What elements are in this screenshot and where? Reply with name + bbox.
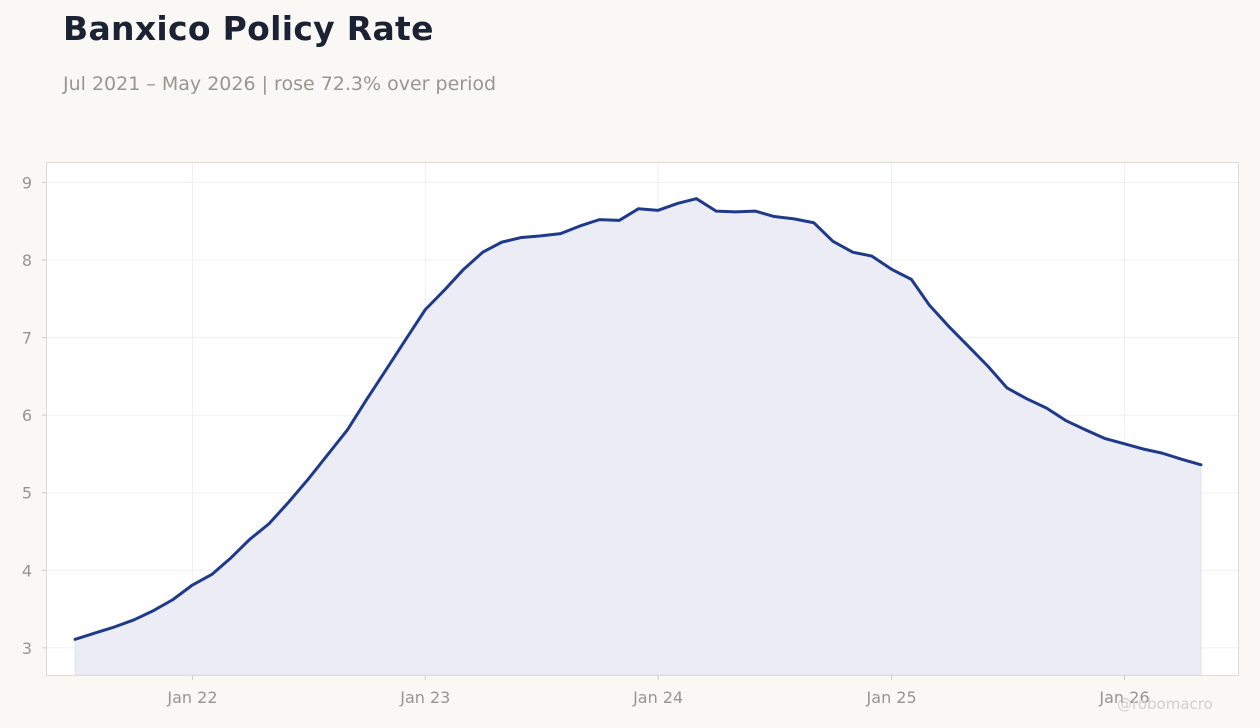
y-axis: 3 4 5 6 7 8 9 [22, 173, 47, 658]
x-tick-label: Jan 26 [1098, 688, 1149, 707]
watermark: @robomacro [1117, 695, 1213, 713]
y-tick-label: 5 [22, 484, 32, 503]
x-tick-label: Jan 23 [399, 688, 450, 707]
x-axis: Jan 22 Jan 23 Jan 24 Jan 25 Jan 26 [166, 675, 1150, 707]
chart-title: Banxico Policy Rate [63, 9, 434, 48]
x-tick-label: Jan 24 [632, 688, 683, 707]
x-tick-label: Jan 25 [866, 688, 917, 707]
y-tick-label: 3 [22, 639, 32, 658]
series-line [73, 197, 1203, 641]
y-tick-label: 8 [22, 251, 32, 270]
y-tick-label: 4 [22, 561, 32, 580]
x-tick-label: Jan 22 [166, 688, 217, 707]
y-tick-label: 9 [22, 173, 32, 192]
y-tick-label: 6 [22, 406, 32, 425]
y-tick-label: 7 [22, 329, 32, 348]
chart-subtitle: Jul 2021 – May 2026 | rose 72.3% over pe… [63, 73, 497, 95]
